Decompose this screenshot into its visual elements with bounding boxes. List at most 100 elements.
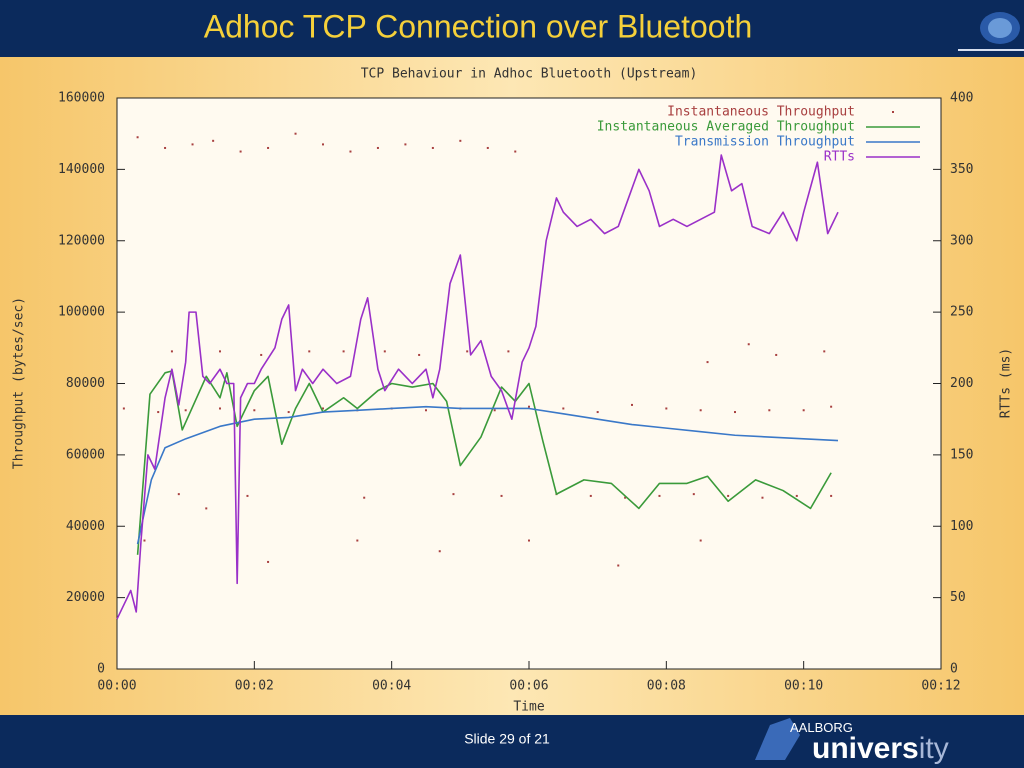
data-point xyxy=(136,136,139,139)
y-tick-label: 0 xyxy=(97,662,105,677)
y2-tick-label: 250 xyxy=(950,305,973,320)
data-point xyxy=(260,353,263,356)
data-point xyxy=(795,494,798,497)
data-point xyxy=(184,409,187,412)
data-point xyxy=(170,350,173,353)
logo-part: ity xyxy=(919,732,949,765)
y-tick-label: 60000 xyxy=(66,447,105,462)
data-point xyxy=(830,494,833,497)
data-point xyxy=(823,350,826,353)
data-point xyxy=(747,343,750,346)
header-logo xyxy=(958,12,1024,51)
data-point xyxy=(631,403,633,406)
data-point xyxy=(253,409,256,412)
chart-title: TCP Behaviour in Adhoc Bluetooth (Upstre… xyxy=(361,67,698,82)
data-point xyxy=(322,143,324,146)
data-point xyxy=(658,494,661,497)
y-tick-label: 160000 xyxy=(58,91,105,106)
y-tick-label: 80000 xyxy=(66,376,105,391)
legend-label: Instantaneous Throughput xyxy=(667,105,855,120)
y-tick-label: 40000 xyxy=(66,519,105,534)
x-tick-label: 00:04 xyxy=(372,679,411,694)
logo-top: AALBORG xyxy=(790,720,853,735)
data-point xyxy=(466,350,469,353)
data-point xyxy=(830,405,833,408)
series-line xyxy=(136,370,832,555)
x-tick-label: 00:10 xyxy=(784,679,823,694)
data-point xyxy=(761,496,764,499)
data-point xyxy=(507,350,510,353)
x-tick-label: 00:06 xyxy=(509,679,548,694)
data-point xyxy=(219,407,221,410)
data-point xyxy=(177,493,180,496)
y2-tick-label: 50 xyxy=(950,590,966,605)
data-point xyxy=(267,560,270,563)
data-point xyxy=(699,539,702,542)
data-point xyxy=(617,564,620,567)
x-tick-label: 00:12 xyxy=(921,679,960,694)
y2-tick-label: 200 xyxy=(950,376,973,391)
data-point xyxy=(706,361,709,364)
data-point xyxy=(219,350,221,353)
x-axis-label: Time xyxy=(513,700,544,715)
x-tick-label: 00:08 xyxy=(647,679,686,694)
y2-tick-label: 150 xyxy=(950,447,973,462)
y-tick-label: 120000 xyxy=(58,233,105,248)
data-point xyxy=(157,411,160,414)
data-point xyxy=(383,350,386,353)
data-point xyxy=(562,407,565,410)
data-point xyxy=(308,350,311,353)
data-point xyxy=(486,146,489,149)
legend-label: Instantaneous Averaged Throughput xyxy=(597,120,855,135)
data-point xyxy=(459,139,462,142)
data-point xyxy=(267,146,270,149)
data-point xyxy=(294,132,297,135)
data-point xyxy=(775,353,778,356)
legend-label: Transmission Throughput xyxy=(675,135,855,150)
data-point xyxy=(191,143,194,146)
data-point xyxy=(452,493,455,496)
data-point xyxy=(404,143,407,146)
data-point xyxy=(493,409,496,412)
data-point xyxy=(164,146,167,149)
y2-axis-label: RTTs (ms) xyxy=(999,348,1014,418)
slide-title: Adhoc TCP Connection over Bluetooth xyxy=(204,8,753,44)
data-point xyxy=(363,496,366,499)
data-point xyxy=(699,409,702,412)
data-point xyxy=(802,409,805,412)
series-line xyxy=(116,154,839,620)
y-tick-label: 20000 xyxy=(66,590,105,605)
logo-name: university xyxy=(812,732,949,765)
university-logo: AALBORG university xyxy=(755,718,949,765)
data-point xyxy=(734,411,736,414)
data-point xyxy=(596,411,599,414)
data-point xyxy=(212,139,215,142)
data-point xyxy=(500,494,503,497)
y-tick-label: 140000 xyxy=(58,162,105,177)
data-point xyxy=(665,407,668,410)
data-point xyxy=(589,494,592,497)
y2-tick-label: 400 xyxy=(950,91,973,106)
y-tick-label: 100000 xyxy=(58,305,105,320)
data-point xyxy=(528,539,530,542)
data-point xyxy=(239,150,242,153)
data-point xyxy=(514,150,517,153)
x-tick-label: 00:02 xyxy=(235,679,274,694)
x-tick-label: 00:00 xyxy=(97,679,136,694)
data-point xyxy=(356,539,359,542)
header-bar xyxy=(0,0,1024,57)
data-point xyxy=(727,494,730,497)
footer-bar xyxy=(0,715,1024,768)
legend-swatch xyxy=(892,111,894,113)
logo-part: univers xyxy=(812,732,919,765)
y2-tick-label: 100 xyxy=(950,519,973,534)
y-axis-label: Throughput (bytes/sec) xyxy=(12,297,27,469)
data-point xyxy=(322,407,324,410)
data-point xyxy=(431,146,434,149)
data-point xyxy=(122,407,125,410)
data-point xyxy=(246,494,249,497)
y2-tick-label: 300 xyxy=(950,233,973,248)
y2-tick-label: 350 xyxy=(950,162,973,177)
data-point xyxy=(438,550,441,553)
